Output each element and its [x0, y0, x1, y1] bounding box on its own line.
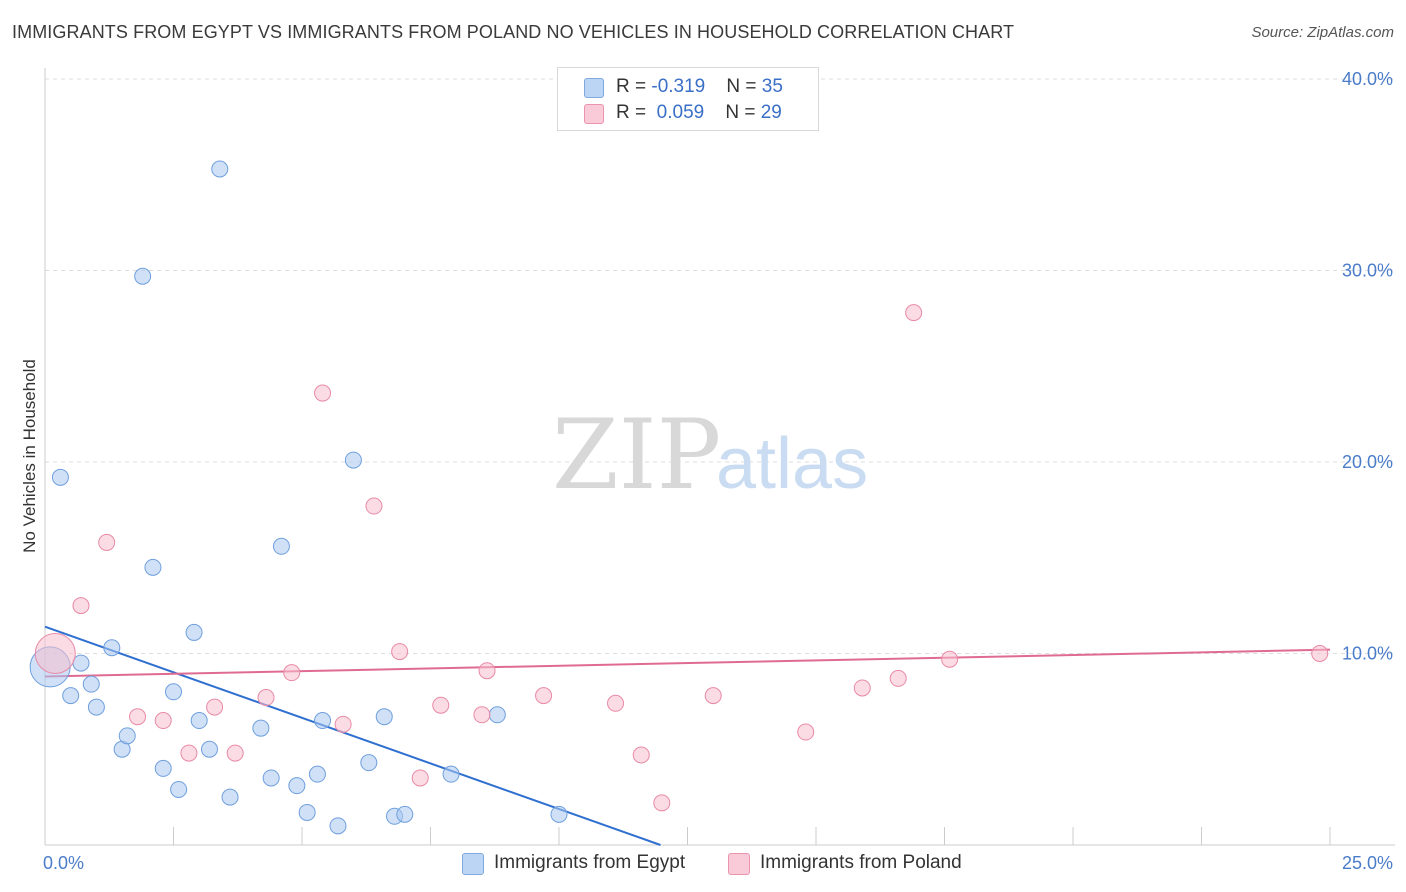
series-1-point-5 — [180, 744, 198, 762]
series-0-point-27 — [344, 451, 362, 469]
series-0-point-13 — [170, 780, 188, 798]
series-1-point-19 — [607, 694, 625, 712]
legend-poland-label: Immigrants from Poland — [760, 852, 962, 873]
series-1-point-13 — [391, 643, 409, 661]
series-1-point-11 — [334, 715, 352, 733]
y-tick-label-2: 30.0% — [1342, 261, 1393, 281]
tick-labels: 10.0% 20.0% 30.0% 40.0% 0.0% 25.0% — [43, 69, 1393, 873]
series-0-point-24 — [308, 765, 326, 783]
axes — [44, 68, 1395, 846]
egypt-n-value: 35 — [761, 76, 783, 97]
series-1-point-23 — [797, 723, 815, 741]
series-1-point-16 — [473, 706, 491, 724]
series-1-points — [34, 304, 1329, 812]
series-0-point-29 — [375, 708, 393, 726]
legend-egypt-swatch — [462, 853, 484, 875]
trend-lines — [44, 625, 1331, 846]
series-1-point-2 — [98, 533, 116, 551]
series-1-point-3 — [129, 708, 147, 726]
series-1-point-22 — [704, 687, 722, 705]
series-0-trend-line — [44, 625, 661, 846]
series-0-point-26 — [329, 817, 347, 835]
series-0-point-5 — [87, 698, 105, 716]
series-1-point-8 — [257, 689, 275, 707]
series-1-point-6 — [206, 698, 224, 716]
y-tick-label-1: 20.0% — [1342, 452, 1393, 472]
poland-r-label: R = — [616, 102, 652, 123]
series-0-point-16 — [200, 740, 218, 758]
series-0-point-6 — [103, 639, 121, 657]
series-0-point-14 — [185, 623, 203, 641]
series-0-point-23 — [298, 803, 316, 821]
series-1-point-17 — [478, 662, 496, 680]
chart-title: IMMIGRANTS FROM EGYPT VS IMMIGRANTS FROM… — [12, 22, 1015, 42]
series-1-point-14 — [411, 769, 429, 787]
series-1-point-21 — [653, 794, 671, 812]
series-1-point-27 — [941, 650, 959, 668]
poland-swatch — [584, 104, 604, 124]
grid — [45, 78, 1395, 654]
egypt-r-label: R = — [616, 76, 652, 97]
poland-n-value: 29 — [760, 102, 782, 123]
y-tick-label-0: 10.0% — [1342, 644, 1393, 664]
egypt-stats: R = -0.319 N = 35 — [616, 76, 783, 98]
egypt-r-value: -0.319 — [651, 76, 706, 97]
series-0-point-34 — [550, 805, 568, 823]
y-tick-label-3: 40.0% — [1342, 69, 1393, 89]
poland-r-value: 0.059 — [651, 102, 705, 123]
watermark-atlas: atlas — [716, 424, 868, 504]
series-0-point-33 — [488, 706, 506, 724]
series-1-point-0 — [34, 633, 76, 674]
legend-egypt-label: Immigrants from Egypt — [494, 852, 686, 873]
series-1-point-18 — [535, 687, 553, 705]
watermark: ZIP atlas — [552, 399, 868, 511]
egypt-swatch — [584, 78, 604, 98]
series-0-point-17 — [211, 160, 229, 178]
series-1-point-20 — [632, 746, 650, 764]
series-0-point-4 — [82, 675, 100, 693]
series-1-point-1 — [72, 597, 90, 615]
series-0-point-32 — [442, 765, 460, 783]
series-0-point-1 — [51, 468, 69, 486]
series-0-point-21 — [272, 537, 290, 555]
series-0-point-19 — [252, 719, 270, 737]
series-0-point-8 — [118, 727, 136, 745]
series-1-point-4 — [154, 712, 172, 730]
series-0-point-12 — [165, 683, 182, 701]
series-0-point-28 — [360, 754, 378, 772]
series-0-point-15 — [190, 712, 208, 730]
series-1-trend-line — [44, 648, 1331, 678]
series-1-point-9 — [283, 664, 301, 682]
series-0-point-25 — [314, 712, 332, 730]
x-tick-label-0: 0.0% — [43, 853, 84, 873]
legend-poland-swatch — [728, 853, 750, 875]
series-0-points — [29, 160, 568, 835]
series-1-point-12 — [365, 497, 383, 515]
series-1-point-25 — [889, 669, 907, 687]
source-label: Source: ZipAtlas.com — [1251, 24, 1394, 41]
series-0-point-18 — [221, 788, 239, 806]
watermark-zip: ZIP — [552, 399, 721, 511]
series-0-point-2 — [62, 687, 80, 705]
egypt-n-label: N = — [726, 76, 762, 97]
series-1-point-26 — [905, 304, 923, 322]
series-0-point-22 — [288, 777, 306, 795]
series-0-point-11 — [154, 759, 172, 777]
series-1-point-28 — [1311, 645, 1329, 662]
y-axis-label: No Vehicles in Household — [20, 359, 39, 553]
series-1-point-10 — [314, 384, 332, 402]
series-1-point-24 — [853, 679, 871, 697]
x-tick-label-1: 25.0% — [1342, 853, 1393, 873]
poland-stats: R = 0.059 N = 29 — [616, 102, 782, 124]
series-0-point-10 — [144, 558, 162, 576]
series-0-point-9 — [134, 267, 152, 285]
data-points — [29, 160, 1329, 835]
poland-n-label: N = — [725, 102, 761, 123]
series-1-point-7 — [226, 744, 244, 762]
series-0-point-31 — [396, 805, 414, 823]
stats-legend: R = -0.319 N = 35 R = 0.059 N = 29 — [557, 67, 819, 131]
series-1-point-15 — [432, 696, 450, 714]
series-0-point-20 — [262, 769, 280, 787]
